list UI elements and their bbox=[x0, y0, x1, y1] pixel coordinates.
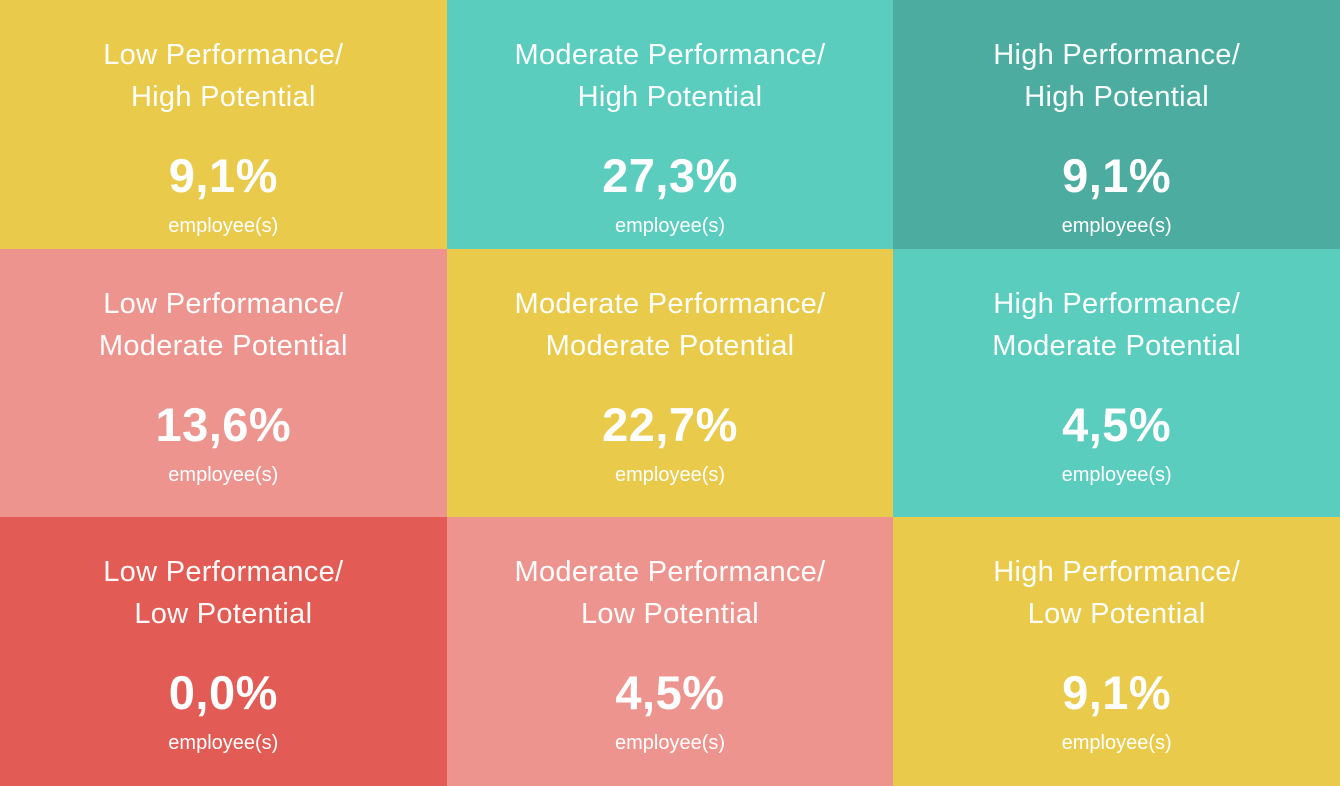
cell-low-performance-low-potential: Low Performance/Low Potential 0,0% emplo… bbox=[0, 517, 447, 786]
cell-moderate-performance-low-potential: Moderate Performance/Low Potential 4,5% … bbox=[446, 517, 894, 786]
cell-title-line2: Low Potential bbox=[580, 598, 759, 630]
cell-title-line2: High Potential bbox=[577, 81, 763, 113]
cell-title: High Performance/Moderate Potential bbox=[992, 283, 1241, 367]
cell-unit-label: employee(s) bbox=[168, 464, 279, 486]
cell-title-line1: Low Performance/ bbox=[103, 288, 344, 320]
cell-title-line1: High Performance/ bbox=[993, 288, 1241, 320]
cell-moderate-performance-moderate-potential: Moderate Performance/Moderate Potential … bbox=[446, 249, 894, 517]
cell-title-line1: High Performance/ bbox=[993, 39, 1241, 71]
cell-title: Moderate Performance/High Potential bbox=[515, 34, 826, 118]
cell-title-line1: Moderate Performance/ bbox=[514, 556, 826, 588]
cell-moderate-performance-high-potential: Moderate Performance/High Potential 27,3… bbox=[446, 0, 894, 249]
cell-value: 0,0% bbox=[168, 666, 278, 719]
cell-value: 4,5% bbox=[1062, 398, 1172, 451]
cell-title-line1: Low Performance/ bbox=[103, 39, 344, 71]
cell-value: 9,1% bbox=[168, 149, 278, 202]
cell-unit-label: employee(s) bbox=[1061, 215, 1172, 237]
cell-title-line2: Low Potential bbox=[134, 598, 313, 630]
cell-title-line1: Low Performance/ bbox=[103, 556, 344, 588]
cell-value: 27,3% bbox=[602, 149, 738, 202]
cell-title-line2: Moderate Potential bbox=[992, 330, 1242, 362]
cell-low-performance-high-potential: Low Performance/High Potential 9,1% empl… bbox=[0, 0, 447, 249]
cell-title: Low Performance/Low Potential bbox=[103, 551, 343, 635]
cell-unit-label: employee(s) bbox=[614, 732, 726, 754]
cell-title-line2: Low Potential bbox=[1027, 598, 1206, 630]
cell-title-line2: Moderate Potential bbox=[545, 330, 795, 362]
cell-title-line2: Moderate Potential bbox=[98, 330, 348, 362]
cell-value: 4,5% bbox=[615, 666, 725, 719]
cell-unit-label: employee(s) bbox=[168, 732, 279, 754]
cell-title-line2: High Potential bbox=[130, 81, 316, 113]
cell-unit-label: employee(s) bbox=[1061, 732, 1172, 754]
cell-unit-label: employee(s) bbox=[614, 464, 726, 486]
cell-unit-label: employee(s) bbox=[614, 215, 726, 237]
cell-title: Low Performance/High Potential bbox=[103, 34, 343, 118]
cell-title: Moderate Performance/Low Potential bbox=[515, 551, 826, 635]
cell-title-line2: High Potential bbox=[1024, 81, 1210, 113]
cell-title: Moderate Performance/Moderate Potential bbox=[515, 283, 826, 367]
cell-high-performance-moderate-potential: High Performance/Moderate Potential 4,5%… bbox=[893, 249, 1340, 517]
cell-unit-label: employee(s) bbox=[1061, 464, 1172, 486]
cell-title: High Performance/Low Potential bbox=[993, 551, 1240, 635]
cell-title-line1: High Performance/ bbox=[993, 556, 1241, 588]
cell-value: 22,7% bbox=[602, 398, 738, 451]
cell-title-line1: Moderate Performance/ bbox=[514, 288, 826, 320]
cell-title: High Performance/High Potential bbox=[993, 34, 1240, 118]
cell-title: Low Performance/Moderate Potential bbox=[99, 283, 348, 367]
cell-title-line1: Moderate Performance/ bbox=[514, 39, 826, 71]
cell-value: 9,1% bbox=[1062, 666, 1172, 719]
cell-high-performance-high-potential: High Performance/High Potential 9,1% emp… bbox=[893, 0, 1340, 249]
cell-value: 9,1% bbox=[1062, 149, 1172, 202]
cell-high-performance-low-potential: High Performance/Low Potential 9,1% empl… bbox=[893, 517, 1340, 786]
cell-unit-label: employee(s) bbox=[168, 215, 279, 237]
cell-value: 13,6% bbox=[155, 398, 292, 451]
cell-low-performance-moderate-potential: Low Performance/Moderate Potential 13,6%… bbox=[0, 249, 447, 517]
